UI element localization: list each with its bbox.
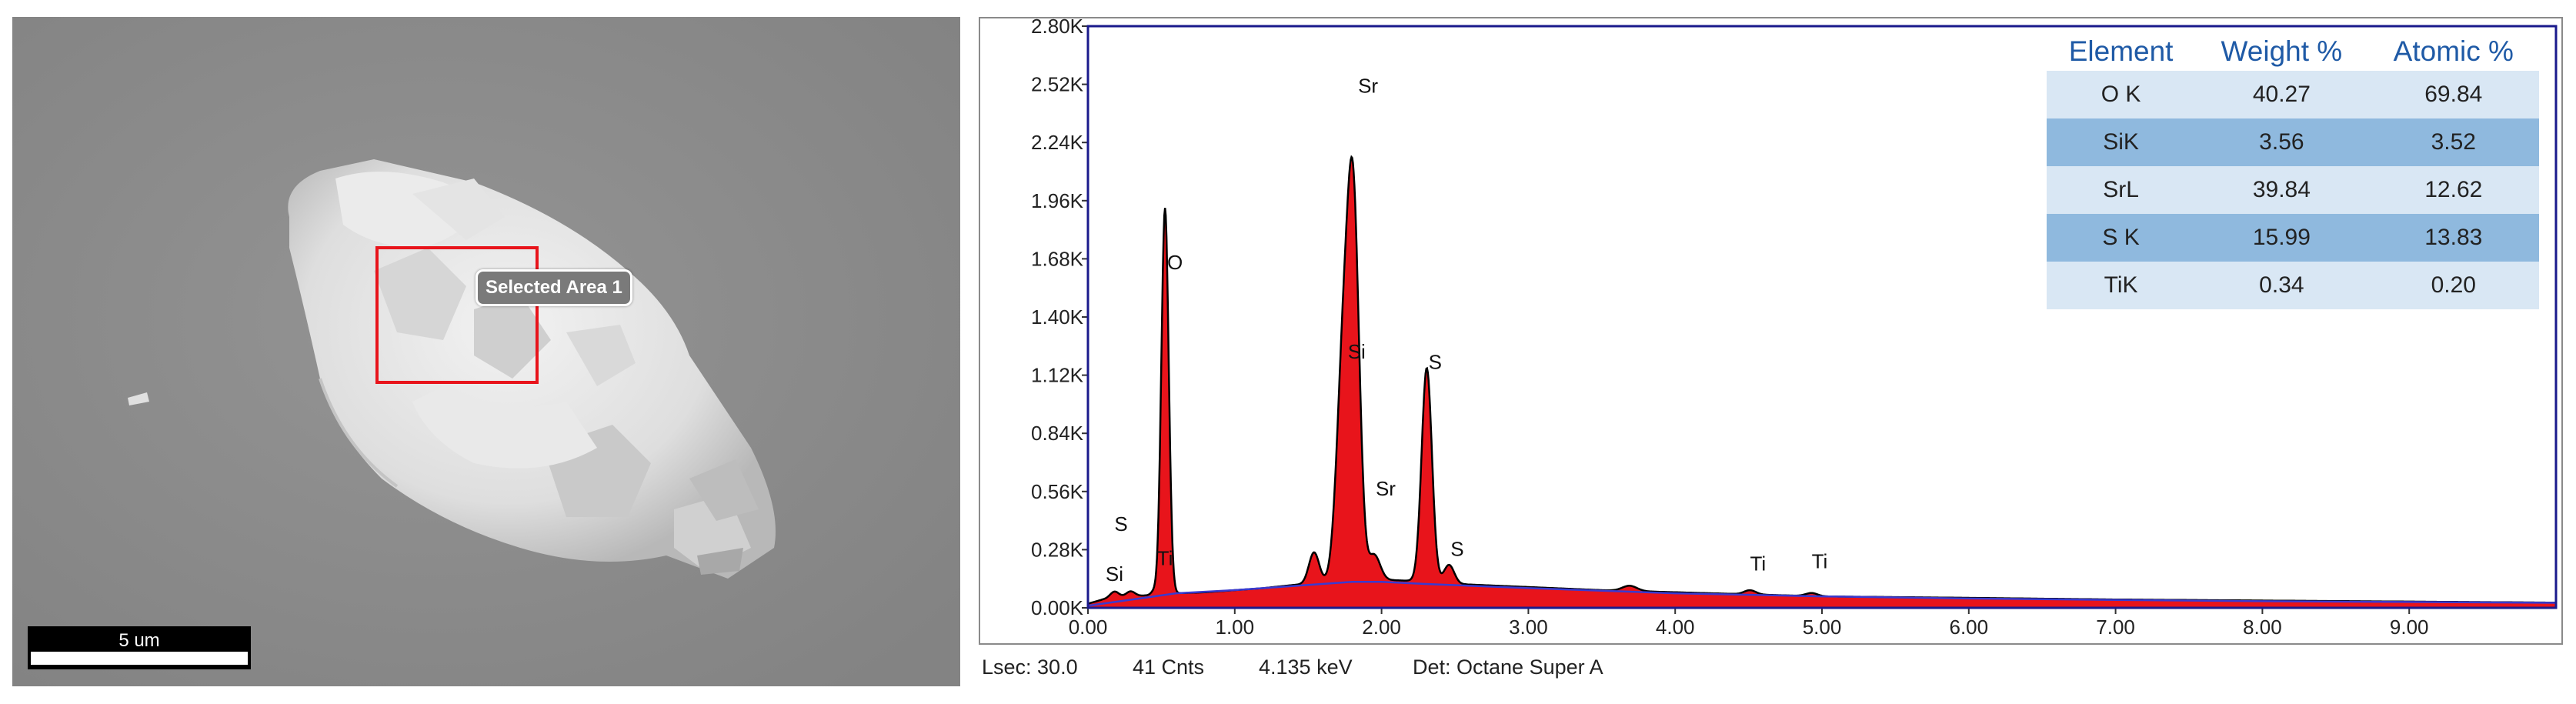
cell-element: TiK [2047, 262, 2196, 309]
table-row: O K 40.27 69.84 [2047, 71, 2539, 118]
cell-weight: 40.27 [2195, 71, 2368, 118]
scale-bar: 5 um [28, 626, 251, 669]
table-row: SrL 39.84 12.62 [2047, 166, 2539, 214]
peak-label: Ti [1812, 550, 1828, 573]
y-tick-label: 0.56K [1031, 480, 1084, 503]
y-tick-label: 2.80K [1031, 18, 1084, 38]
cell-element: SrL [2047, 166, 2196, 214]
table-header-row: Element Weight % Atomic % [2047, 34, 2539, 71]
selected-area-box[interactable] [375, 246, 539, 384]
x-tick-label: 2.00 [1362, 616, 1401, 639]
header-atomic: Atomic % [2393, 35, 2514, 67]
x-tick-label: 8.00 [2243, 616, 2282, 639]
cell-weight: 39.84 [2195, 166, 2368, 214]
x-tick-label: 5.00 [1803, 616, 1842, 639]
selected-area-label: Selected Area 1 [475, 269, 632, 306]
cell-atomic: 3.52 [2367, 118, 2539, 166]
peak-label: Ti [1157, 547, 1173, 570]
cell-element: S K [2047, 214, 2196, 262]
cell-element: SiK [2047, 118, 2196, 166]
counts-readout: 41 Cnts [1133, 656, 1205, 679]
y-tick-label: 0.28K [1031, 538, 1084, 561]
x-tick-label: 6.00 [1949, 616, 1988, 639]
element-quantification-table: Element Weight % Atomic % O K 40.27 69.8… [2047, 34, 2539, 309]
table-row: S K 15.99 13.83 [2047, 214, 2539, 262]
plot-frame [1086, 25, 2558, 609]
x-tick-label: 0.00 [1069, 616, 1108, 639]
peak-label: S [1114, 512, 1127, 536]
peak-label: Sr [1358, 74, 1378, 97]
table-row: TiK 0.34 0.20 [2047, 262, 2539, 309]
y-tick-label: 1.12K [1031, 364, 1084, 387]
y-tick-label: 1.96K [1031, 189, 1084, 212]
cell-atomic: 13.83 [2367, 214, 2539, 262]
cell-weight: 15.99 [2195, 214, 2368, 262]
peak-label: Sr [1376, 477, 1396, 500]
x-tick-label: 4.00 [1656, 616, 1695, 639]
cell-weight: 3.56 [2195, 118, 2368, 166]
cell-atomic: 12.62 [2367, 166, 2539, 214]
x-tick-label: 1.00 [1215, 616, 1254, 639]
cell-element: O K [2047, 71, 2196, 118]
peak-label: Si [1106, 562, 1123, 586]
x-tick-label: 3.00 [1509, 616, 1548, 639]
sem-image-panel: Selected Area 1 5 um [12, 17, 960, 686]
peak-label: S [1429, 351, 1442, 374]
x-tick-label: 9.00 [2390, 616, 2429, 639]
peak-label: Ti [1750, 552, 1767, 575]
scale-bar-line [31, 652, 248, 665]
detector-name: Det: Octane Super A [1413, 656, 1603, 679]
y-tick-label: 2.24K [1031, 131, 1084, 154]
peak-label: S [1450, 538, 1463, 561]
table-row: SiK 3.56 3.52 [2047, 118, 2539, 166]
cell-atomic: 69.84 [2367, 71, 2539, 118]
cell-weight: 0.34 [2195, 262, 2368, 309]
y-tick-label: 0.00K [1031, 596, 1084, 619]
y-tick-label: 0.84K [1031, 422, 1084, 445]
header-weight: Weight % [2221, 35, 2343, 67]
y-tick-label: 1.68K [1031, 247, 1084, 270]
cursor-energy: 4.135 keV [1259, 656, 1353, 679]
peak-label: Si [1348, 340, 1366, 363]
sem-micrograph [12, 17, 960, 686]
cell-atomic: 0.20 [2367, 262, 2539, 309]
eds-spectrum-chart: 0.00K 0.28K 0.56K 0.84K 1.12K 1.40K 1.68K 1.96K… [1031, 18, 2558, 639]
header-element: Element [2068, 35, 2174, 67]
scale-bar-label: 5 um [118, 630, 160, 651]
x-tick-label: 7.00 [2096, 616, 2135, 639]
background-fit-line [1087, 581, 2557, 607]
live-seconds: Lsec: 30.0 [982, 656, 1078, 679]
y-tick-label: 2.52K [1031, 73, 1084, 96]
peak-label: O [1167, 251, 1183, 274]
y-tick-label: 1.40K [1031, 305, 1084, 329]
